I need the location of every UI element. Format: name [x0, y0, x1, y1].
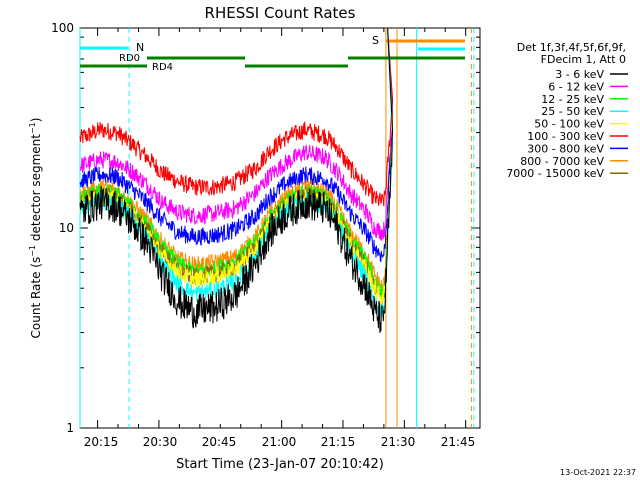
y-axis-label: Count Rate (s−1 detector segment−1): [28, 118, 43, 339]
series-group: [79, 27, 394, 334]
legend-entry-label: 12 - 25 keV: [541, 93, 604, 106]
x-tick-label-2130: 21:30: [381, 435, 416, 449]
state-bars: N S RD0 RD4: [80, 34, 465, 73]
legend-entry-label: 50 - 100 keV: [534, 118, 604, 131]
y-label-close: ): [29, 118, 43, 123]
decimation-label-rd4: RD4: [152, 62, 173, 73]
vertical-markers: [79, 28, 475, 428]
y-label-exp-1: −1: [28, 245, 37, 257]
axis-ticks: [80, 28, 480, 429]
x-tick-label-2100: 21:00: [262, 435, 297, 449]
y-label-tail: detector segment: [29, 134, 43, 245]
y-tick-label-100: 100: [51, 21, 74, 35]
x-tick-label-2015: 20:15: [84, 435, 119, 449]
legend-header-line-1: Det 1f,3f,4f,5f,6f,9f,: [517, 41, 626, 54]
y-label-main: Count Rate (s: [29, 257, 43, 339]
legend-entry-label: 800 - 7000 keV: [520, 155, 604, 168]
x-tick-label-2115: 21:15: [321, 435, 356, 449]
footer-timestamp: 13-Oct-2021 22:37: [560, 468, 636, 477]
chart-title: RHESSI Count Rates: [205, 4, 356, 22]
y-tick-label-10: 10: [59, 221, 74, 235]
legend-entry-label: 7000 - 15000 keV: [506, 167, 604, 180]
attenuator-label-n: N: [136, 41, 144, 54]
y-tick-label-1: 1: [66, 421, 74, 435]
x-tick-label-2045: 20:45: [202, 435, 237, 449]
legend-entry-label: 300 - 800 keV: [527, 142, 604, 155]
x-tick-label-2030: 20:30: [143, 435, 178, 449]
attenuator-label-s: S: [372, 34, 379, 47]
x-tick-label-2145: 21:45: [441, 435, 476, 449]
legend-entry-label: 25 - 50 keV: [541, 105, 604, 118]
series-line: [79, 27, 394, 207]
legend-entry-label: 3 - 6 keV: [555, 68, 604, 81]
series-line: [79, 27, 394, 263]
series-line: [79, 27, 394, 241]
y-label-exp-2: −1: [28, 122, 37, 134]
legend-header-line-2: FDecim 1, Att 0: [541, 53, 626, 66]
legend-entry-label: 6 - 12 keV: [548, 80, 604, 93]
decimation-label-rd0: RD0: [119, 53, 140, 64]
series-line: [79, 27, 394, 334]
legend-entry-label: 100 - 300 keV: [527, 130, 604, 143]
x-axis-label: Start Time (23-Jan-07 20:10:42): [176, 457, 384, 472]
